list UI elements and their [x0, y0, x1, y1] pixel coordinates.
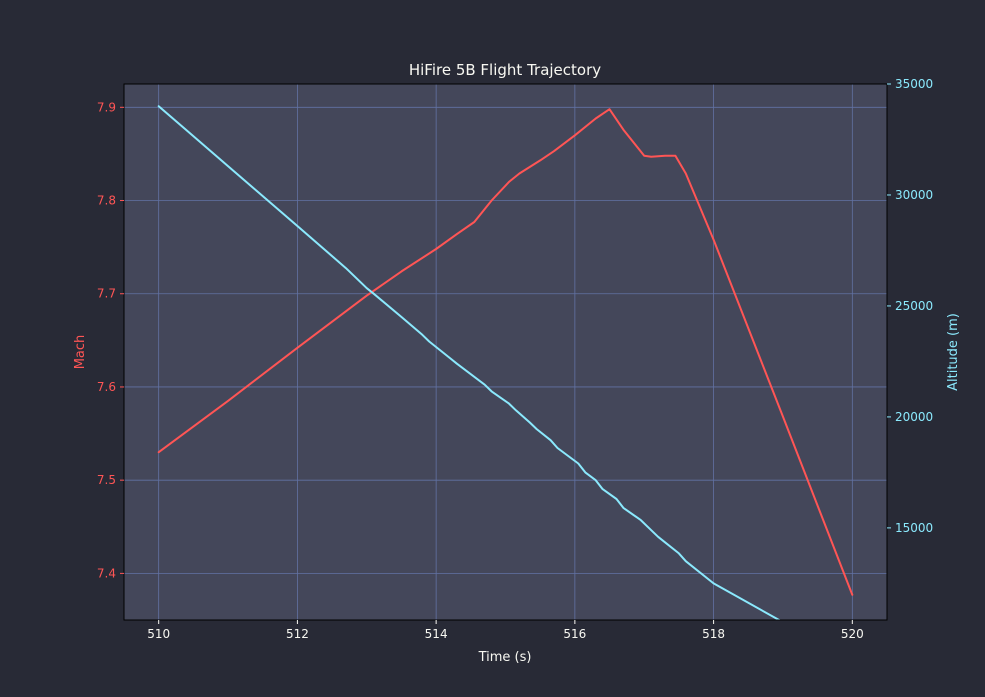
left-y-tick-label: 7.7	[97, 287, 116, 301]
left-y-tick-label: 7.9	[97, 100, 116, 114]
x-axis-label: Time (s)	[478, 650, 532, 665]
altitude-series-line	[157, 105, 782, 620]
right-y-tick-label: 20000	[895, 410, 933, 424]
right-y-tick-label: 25000	[895, 299, 933, 313]
right-y-tick-label: 30000	[895, 188, 933, 202]
right-y-tick-label: 35000	[895, 77, 933, 91]
left-y-tick-label: 7.5	[97, 473, 116, 487]
x-tick-label: 514	[425, 627, 448, 641]
x-axis: 510 512 514 516 518 520	[147, 620, 864, 641]
left-y-tick-label: 7.4	[97, 566, 116, 580]
left-y-axis: 7.4 7.5 7.6 7.7 7.8 7.9	[97, 100, 124, 580]
axes-frame	[123, 83, 888, 621]
axes-background	[124, 84, 887, 620]
right-y-axis: 15000 20000 25000 30000 35000	[887, 77, 933, 535]
x-tick-label: 512	[286, 627, 309, 641]
left-y-tick-label: 7.6	[97, 380, 116, 394]
x-tick-label: 510	[147, 627, 170, 641]
mach-series-line	[157, 108, 854, 596]
right-y-axis-label: Altitude (m)	[946, 313, 961, 391]
chart-title: HiFire 5B Flight Trajectory	[409, 61, 601, 79]
right-y-tick-label: 15000	[895, 521, 933, 535]
left-y-axis-label: Mach	[73, 335, 88, 370]
x-tick-label: 518	[702, 627, 725, 641]
x-tick-label: 516	[563, 627, 586, 641]
x-tick-label: 520	[841, 627, 864, 641]
series-layer	[157, 105, 854, 620]
grid-lines	[124, 84, 887, 620]
left-y-tick-label: 7.8	[97, 194, 116, 208]
